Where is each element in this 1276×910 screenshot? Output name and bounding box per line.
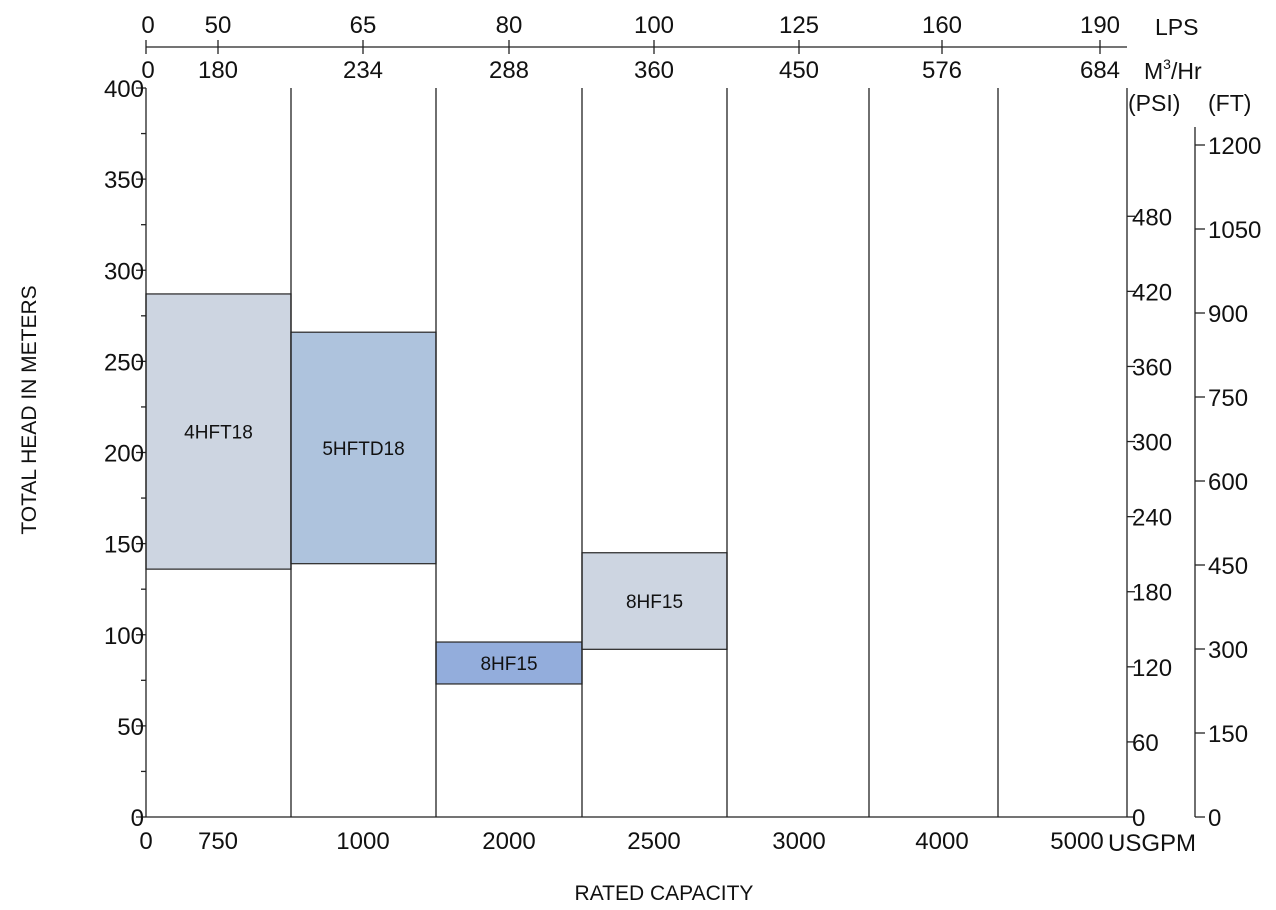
psi-tick-label: 240 <box>1132 505 1172 532</box>
y-tick-label: 350 <box>104 167 144 194</box>
x-tick-label: 4000 <box>915 828 968 855</box>
x-tick-label: 3000 <box>772 828 825 855</box>
psi-tick-label: 120 <box>1132 655 1172 682</box>
m3hr-tick-label: 450 <box>779 57 819 84</box>
y-tick-label: 300 <box>104 258 144 285</box>
band-rect <box>290 331 437 565</box>
y-tick-label: 0 <box>131 805 144 832</box>
x-tick-label: 2000 <box>482 828 535 855</box>
psi-tick-label: 360 <box>1132 354 1172 381</box>
right-axes: (PSI)480420360300240180120600(FT)1200105… <box>1127 90 1261 832</box>
m3hr-tick-label: 684 <box>1080 57 1120 84</box>
ft-tick-label: 1050 <box>1208 217 1261 244</box>
ft-tick-label: 300 <box>1208 637 1248 664</box>
y-axis-title: TOTAL HEAD IN METERS <box>18 285 41 534</box>
bottom-axis: 0 750 1000 2000 2500 3000 4000 5000 USGPM <box>139 828 1196 857</box>
ft-unit: (FT) <box>1208 90 1251 116</box>
m3hr-tick-label: 360 <box>634 57 674 84</box>
m3hr-tick-label: 288 <box>489 57 529 84</box>
m3hr-unit-sup: 3 <box>1163 56 1171 72</box>
y-tick-label: 150 <box>104 532 144 559</box>
lps-tick-label: 80 <box>496 12 523 39</box>
x-tick-label: 2500 <box>627 828 680 855</box>
x-tick-label: 750 <box>198 828 238 855</box>
m3hr-tick-label: 234 <box>343 57 383 84</box>
x-tick-label: 0 <box>139 828 152 855</box>
y-tick-label: 100 <box>104 623 144 650</box>
ft-tick-label: 0 <box>1208 805 1221 832</box>
psi-tick-label: 0 <box>1132 805 1145 832</box>
lps-tick-label: 160 <box>922 12 962 39</box>
y-tick-label: 250 <box>104 349 144 376</box>
lps-tick-label: 125 <box>779 12 819 39</box>
top-axes: 0 50 65 80 100 125 160 190 0 180 234 288 360 450 576 68… <box>141 12 1202 84</box>
lps-tick-label: 100 <box>634 12 674 39</box>
ft-tick-label: 450 <box>1208 553 1248 580</box>
psi-tick-label: 420 <box>1132 279 1172 306</box>
psi-tick-label: 300 <box>1132 430 1172 457</box>
ft-tick-label: 750 <box>1208 385 1248 412</box>
ft-tick-label: 1200 <box>1208 133 1261 160</box>
band-rect <box>435 641 583 685</box>
ft-tick-label: 150 <box>1208 721 1248 748</box>
left-axis: 400 350 300 250 200 150 100 50 0 <box>104 76 146 832</box>
band-rect <box>581 552 728 650</box>
lps-tick-label: 50 <box>205 12 232 39</box>
m3hr-tick-label: 180 <box>198 57 238 84</box>
ft-tick-label: 900 <box>1208 301 1248 328</box>
x-tick-label: 5000 <box>1050 828 1103 855</box>
band-label: 8HF15 <box>480 654 537 675</box>
psi-unit: (PSI) <box>1128 90 1180 116</box>
psi-tick-label: 480 <box>1132 204 1172 231</box>
band-layer: 4HFT18 5HFTD18 8HF15 8HF15 <box>145 293 728 685</box>
y-tick-label: 200 <box>104 441 144 468</box>
lps-unit: LPS <box>1155 14 1198 40</box>
band-label: 8HF15 <box>626 592 683 613</box>
band-label: 4HFT18 <box>184 423 253 444</box>
m3hr-unit-base: M <box>1144 58 1163 84</box>
lps-tick-label: 0 <box>141 12 154 39</box>
y-tick-label: 400 <box>104 76 144 103</box>
m3hr-unit: M3/Hr <box>1144 56 1202 84</box>
band-rect <box>145 293 292 570</box>
lps-tick-label: 190 <box>1080 12 1120 39</box>
lps-tick-label: 65 <box>350 12 377 39</box>
psi-tick-label: 180 <box>1132 580 1172 607</box>
x-axis-title: RATED CAPACITY <box>575 882 754 905</box>
m3hr-unit-suffix: /Hr <box>1171 58 1202 84</box>
psi-tick-label: 60 <box>1132 730 1159 757</box>
ft-tick-label: 600 <box>1208 469 1248 496</box>
band-label: 5HFTD18 <box>322 439 404 460</box>
y-tick-label: 50 <box>117 714 144 741</box>
m3hr-tick-label: 0 <box>141 57 154 84</box>
m3hr-tick-label: 576 <box>922 57 962 84</box>
x-tick-label: 1000 <box>336 828 389 855</box>
x-unit: USGPM <box>1108 830 1196 857</box>
